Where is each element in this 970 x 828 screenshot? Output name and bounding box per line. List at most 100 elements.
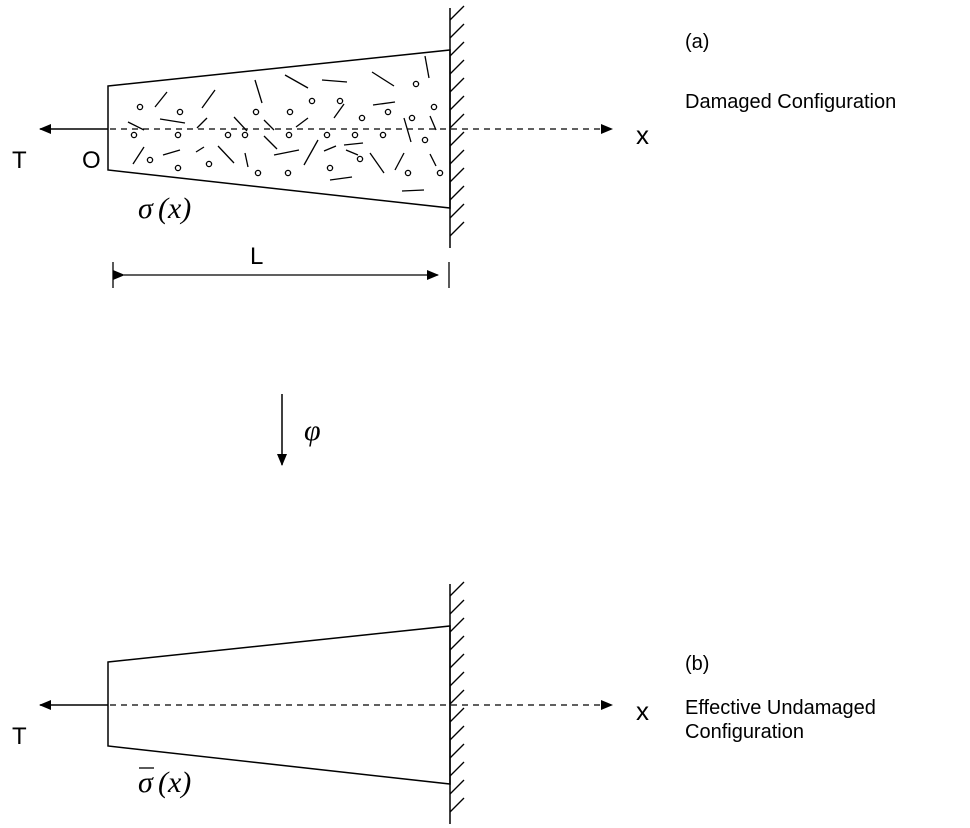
- crack-mark: [196, 117, 208, 129]
- hatch-mark: [449, 95, 465, 111]
- hatch-mark: [449, 779, 465, 795]
- stress-argument-a: (x): [158, 192, 191, 225]
- hatch-mark: [449, 725, 465, 741]
- void-mark: [436, 169, 444, 177]
- diagram-a: T O x σ (x) L (a) Damaged Configuration: [12, 5, 896, 288]
- hatch-mark: [449, 689, 465, 705]
- crack-mark: [159, 118, 186, 124]
- hatch-mark: [449, 671, 465, 687]
- void-mark: [404, 169, 412, 177]
- crack-mark: [217, 145, 235, 164]
- caption-b-line1: Effective Undamaged: [685, 697, 876, 719]
- crack-mark: [371, 71, 395, 87]
- crack-mark: [273, 149, 300, 156]
- damage-voids: [130, 80, 444, 177]
- hatch-mark: [449, 743, 465, 759]
- crack-mark: [154, 91, 168, 108]
- crack-mark: [201, 89, 216, 109]
- hatch-mark: [449, 185, 465, 201]
- hatch-mark: [449, 131, 465, 147]
- hatch-mark: [449, 59, 465, 75]
- crack-mark: [345, 149, 359, 156]
- void-mark: [136, 103, 144, 111]
- stress-symbol-a: σ: [138, 192, 154, 225]
- void-mark: [176, 108, 184, 116]
- wall-hatching-b: [449, 581, 465, 813]
- crack-mark: [394, 152, 405, 171]
- hatch-mark: [449, 203, 465, 219]
- crack-mark: [403, 117, 412, 143]
- void-mark: [384, 108, 392, 116]
- crack-mark: [329, 176, 353, 181]
- crack-mark: [284, 74, 309, 89]
- crack-mark: [343, 142, 364, 146]
- load-label-a: T: [12, 147, 27, 174]
- crack-mark: [424, 55, 430, 79]
- crack-mark: [333, 103, 345, 119]
- crack-mark: [127, 121, 145, 131]
- caption-a: Damaged Configuration: [685, 91, 896, 113]
- panel-label-b: (b): [685, 653, 709, 675]
- void-mark: [336, 97, 344, 105]
- mapping: φ: [277, 394, 321, 466]
- hatch-mark: [449, 77, 465, 93]
- void-mark: [205, 160, 213, 168]
- void-mark: [358, 114, 366, 122]
- void-mark: [356, 155, 364, 163]
- hatch-mark: [449, 167, 465, 183]
- mapping-label: φ: [304, 414, 321, 447]
- void-mark: [130, 131, 138, 139]
- crack-mark: [254, 79, 263, 104]
- hatch-mark: [449, 761, 465, 777]
- crack-mark: [401, 189, 425, 192]
- hatch-mark: [449, 221, 465, 237]
- panel-label-a: (a): [685, 31, 709, 53]
- void-mark: [412, 80, 420, 88]
- crack-mark: [132, 146, 145, 165]
- hatch-mark: [449, 599, 465, 615]
- hatch-mark: [449, 149, 465, 165]
- axis-label-a: x: [636, 120, 649, 150]
- void-mark: [174, 164, 182, 172]
- void-mark: [286, 108, 294, 116]
- void-mark: [285, 131, 293, 139]
- crack-mark: [263, 119, 275, 131]
- wall-hatching-a: [449, 5, 465, 237]
- axis-label-b: x: [636, 696, 649, 726]
- void-mark: [254, 169, 262, 177]
- void-mark: [379, 131, 387, 139]
- void-mark: [430, 103, 438, 111]
- stress-symbol-b: σ: [138, 766, 154, 799]
- crack-mark: [233, 116, 248, 132]
- void-mark: [351, 131, 359, 139]
- crack-mark: [195, 146, 205, 153]
- void-mark: [326, 164, 334, 172]
- stress-argument-b: (x): [158, 766, 191, 799]
- origin-label: O: [82, 147, 101, 174]
- hatch-mark: [449, 113, 465, 129]
- hatch-mark: [449, 581, 465, 597]
- void-mark: [323, 131, 331, 139]
- crack-mark: [162, 149, 181, 156]
- hatch-mark: [449, 797, 465, 813]
- hatch-mark: [449, 23, 465, 39]
- load-label-b: T: [12, 723, 27, 750]
- hatch-mark: [449, 617, 465, 633]
- diagram-b: T x σ (x) (b) Effective Undamaged Config…: [12, 581, 876, 824]
- crack-mark: [369, 152, 385, 174]
- crack-mark: [372, 101, 396, 106]
- void-mark: [241, 131, 249, 139]
- crack-mark: [244, 152, 249, 168]
- hatch-mark: [449, 41, 465, 57]
- crack-mark: [303, 139, 319, 166]
- void-mark: [224, 131, 232, 139]
- void-mark: [174, 131, 182, 139]
- crack-mark: [429, 153, 437, 167]
- hatch-mark: [449, 707, 465, 723]
- caption-b-line2: Configuration: [685, 721, 804, 743]
- crack-mark: [295, 117, 309, 128]
- hatch-mark: [449, 653, 465, 669]
- void-mark: [146, 156, 154, 164]
- hatch-mark: [449, 5, 465, 21]
